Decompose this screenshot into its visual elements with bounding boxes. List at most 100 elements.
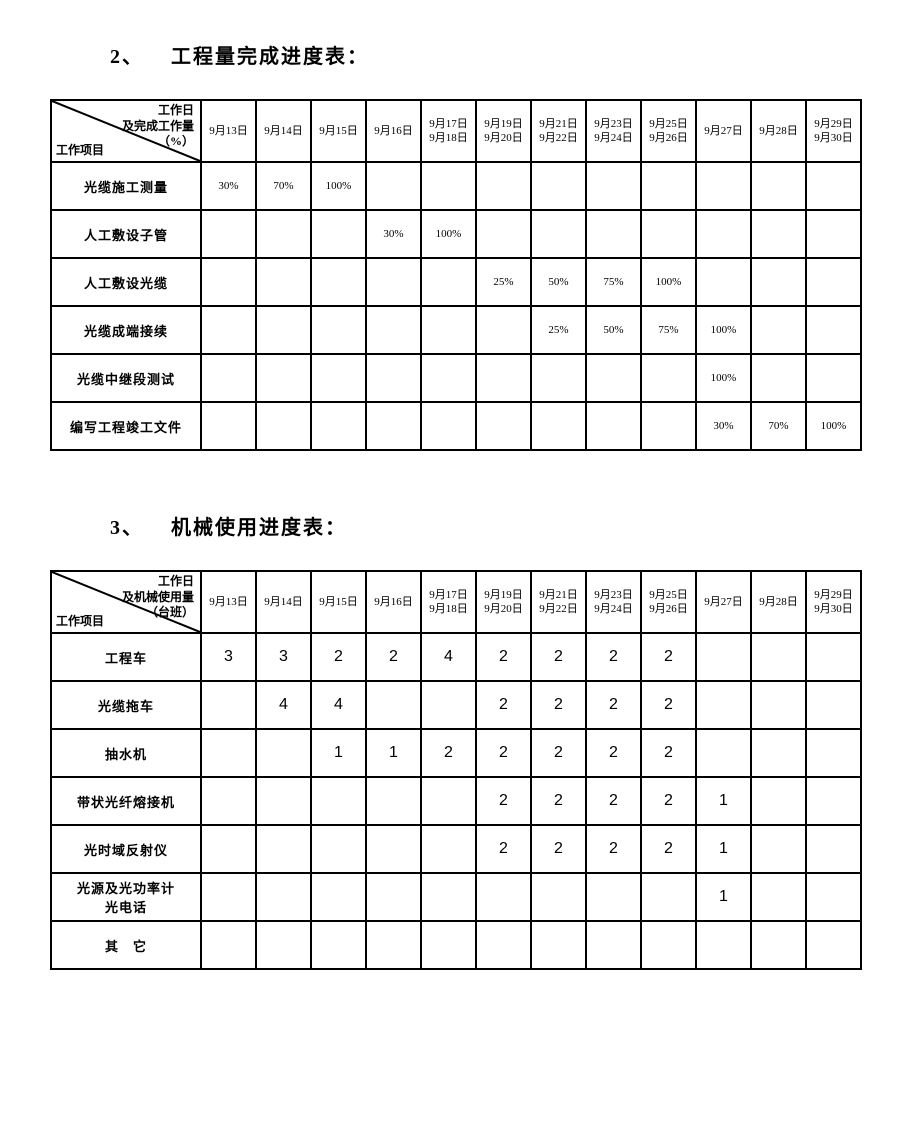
table-2-cell: 2 — [641, 729, 696, 777]
table-2-cell: 2 — [586, 777, 641, 825]
table-row: 光缆中继段测试100% — [51, 354, 861, 402]
table-1-cell — [476, 210, 531, 258]
progress-table-1: 工作日及完成工作量（%）工作项目9月13日9月14日9月15日9月16日9月17… — [50, 99, 862, 451]
table-1-cell: 30% — [366, 210, 421, 258]
table-1-cell — [696, 210, 751, 258]
table-row: 光缆成端接续25%50%75%100% — [51, 306, 861, 354]
table-2-cell — [366, 681, 421, 729]
table-2-cell — [256, 825, 311, 873]
table-2-date-header: 9月14日 — [256, 571, 311, 633]
section-1-number: 2、 — [110, 46, 144, 68]
table-1-row-label: 光缆成端接续 — [51, 306, 201, 354]
table-1-cell — [696, 258, 751, 306]
table-1-cell: 75% — [641, 306, 696, 354]
table-1-cell: 100% — [421, 210, 476, 258]
table-1-date-header: 9月21日9月22日 — [531, 100, 586, 162]
table-1-date-header: 9月17日9月18日 — [421, 100, 476, 162]
table-1-cell — [311, 354, 366, 402]
table-1-cell — [421, 162, 476, 210]
table-1-cell — [256, 258, 311, 306]
table-2-row-label: 光缆拖车 — [51, 681, 201, 729]
table-2-cell — [201, 825, 256, 873]
table-2-cell — [366, 777, 421, 825]
table-2-cell: 2 — [531, 729, 586, 777]
table-2-cell: 2 — [311, 633, 366, 681]
table-2-date-header: 9月21日9月22日 — [531, 571, 586, 633]
table-1-cell: 30% — [696, 402, 751, 450]
table-2-cell — [201, 777, 256, 825]
table-row: 编写工程竣工文件30%70%100% — [51, 402, 861, 450]
table-1-row-label: 人工敷设子管 — [51, 210, 201, 258]
table-2-date-header: 9月28日 — [751, 571, 806, 633]
table-2-cell — [806, 825, 861, 873]
table-1-cell — [366, 162, 421, 210]
table-1-date-header: 9月16日 — [366, 100, 421, 162]
table-2-cell — [256, 777, 311, 825]
table-1-cell — [586, 354, 641, 402]
table-1-cell — [366, 402, 421, 450]
table-1-cell — [476, 306, 531, 354]
table-1-cell — [641, 162, 696, 210]
table-2-body: 工程车332242222光缆拖车442222抽水机1122222带状光纤熔接机2… — [51, 633, 861, 969]
table-2-cell: 2 — [476, 777, 531, 825]
table-1-cell — [806, 162, 861, 210]
table-2-cell — [806, 681, 861, 729]
table-1-row-label: 光缆施工测量 — [51, 162, 201, 210]
table-1-cell — [806, 306, 861, 354]
table-2-cell — [531, 873, 586, 921]
table-1-cell — [641, 402, 696, 450]
table-2-cell — [366, 873, 421, 921]
table-2-cell: 1 — [311, 729, 366, 777]
table-1-cell — [751, 354, 806, 402]
table-row: 人工敷设光缆25%50%75%100% — [51, 258, 861, 306]
table-1-diag-top: 工作日及完成工作量（%） — [122, 103, 194, 150]
table-2-cell: 2 — [641, 633, 696, 681]
table-1-date-header: 9月15日 — [311, 100, 366, 162]
table-2-cell: 3 — [256, 633, 311, 681]
table-row: 光缆拖车442222 — [51, 681, 861, 729]
table-2-date-header: 9月19日9月20日 — [476, 571, 531, 633]
table-1-cell — [311, 402, 366, 450]
table-1-diag-bottom: 工作项目 — [56, 143, 104, 159]
table-2-cell — [751, 681, 806, 729]
table-2-cell — [806, 921, 861, 969]
table-1-cell — [806, 210, 861, 258]
table-2-cell — [696, 921, 751, 969]
table-1-cell — [531, 162, 586, 210]
table-1-cell — [421, 354, 476, 402]
table-2-date-header: 9月29日9月30日 — [806, 571, 861, 633]
table-2-cell — [256, 729, 311, 777]
table-1-date-header: 9月27日 — [696, 100, 751, 162]
table-1-cell — [586, 402, 641, 450]
table-2-cell — [201, 729, 256, 777]
table-row: 抽水机1122222 — [51, 729, 861, 777]
table-2-cell: 2 — [586, 633, 641, 681]
table-2-date-header: 9月17日9月18日 — [421, 571, 476, 633]
table-2-cell — [696, 681, 751, 729]
table-1-date-header: 9月19日9月20日 — [476, 100, 531, 162]
table-2-cell — [311, 777, 366, 825]
table-2-diag-header: 工作日及机械使用量（台班）工作项目 — [51, 571, 201, 633]
table-1-cell — [256, 402, 311, 450]
table-1-cell — [586, 210, 641, 258]
table-2-cell: 2 — [641, 825, 696, 873]
table-2-cell — [476, 921, 531, 969]
table-1-cell — [311, 210, 366, 258]
table-1-cell — [476, 162, 531, 210]
table-1-cell: 75% — [586, 258, 641, 306]
table-1-cell: 100% — [696, 306, 751, 354]
table-2-header-row: 工作日及机械使用量（台班）工作项目9月13日9月14日9月15日9月16日9月1… — [51, 571, 861, 633]
table-row: 人工敷设子管 30%100% — [51, 210, 861, 258]
table-1-cell — [256, 210, 311, 258]
table-2-cell — [421, 921, 476, 969]
table-1-date-header: 9月25日9月26日 — [641, 100, 696, 162]
table-1-cell — [806, 258, 861, 306]
table-1-cell — [586, 162, 641, 210]
table-2-row-label: 带状光纤熔接机 — [51, 777, 201, 825]
table-1-cell: 25% — [531, 306, 586, 354]
table-2-row-label: 光时域反射仪 — [51, 825, 201, 873]
table-2-date-header: 9月15日 — [311, 571, 366, 633]
table-1-row-label: 编写工程竣工文件 — [51, 402, 201, 450]
table-2-cell — [696, 729, 751, 777]
table-1-cell — [256, 306, 311, 354]
